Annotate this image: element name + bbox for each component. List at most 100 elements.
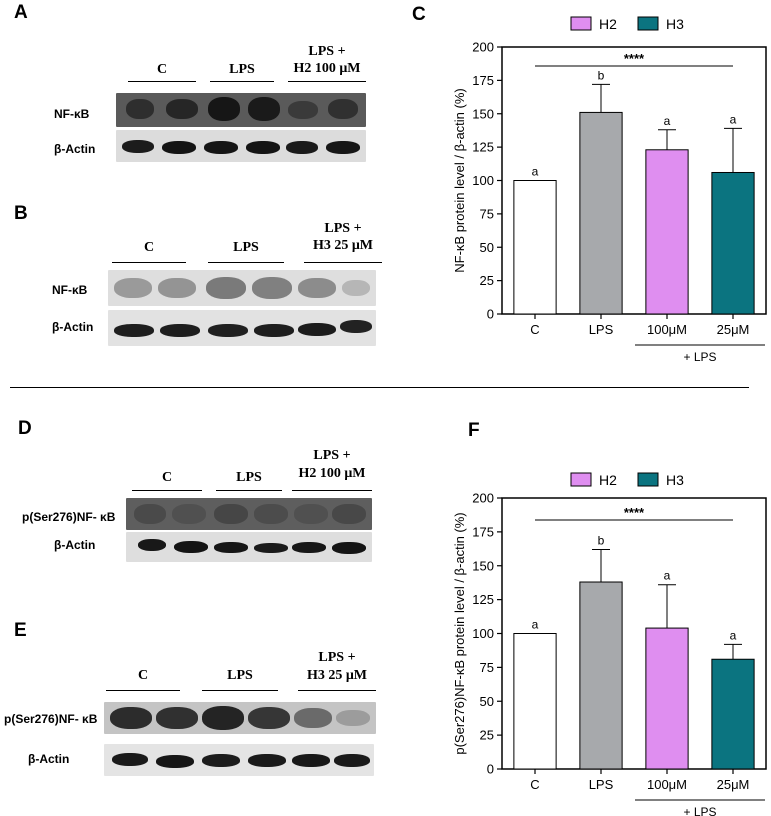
blot-band [138,539,166,551]
lps-bracket-label: + LPS [683,805,716,816]
group-label-treatment-line1: LPS + [318,650,356,665]
blot-band [334,754,370,767]
y-tick-label: 100 [472,626,494,641]
group-underline [304,262,382,263]
significance-letter: a [532,618,539,632]
blot-band [252,277,292,299]
blot-band [298,323,336,336]
group-label-lps: LPS [227,668,253,683]
blot-band [292,542,326,553]
legend-label: H3 [666,472,684,488]
y-tick-label: 175 [472,73,494,88]
blot-band [254,324,294,337]
blot-strip-actin [104,744,374,776]
significance-letter: b [598,68,605,82]
legend-swatch [637,472,659,487]
group-underline [210,81,274,82]
x-tick-label: 25μM [717,777,750,792]
group-underline [128,81,196,82]
blot-strip-actin [116,130,366,162]
significance-letter: a [532,165,539,179]
y-tick-label: 200 [472,40,494,55]
legend-label: H2 [599,16,617,32]
bar [711,658,755,770]
blot-band [248,754,286,767]
row-label-actin: β-Actin [52,320,94,334]
significance-stars: **** [624,51,645,66]
blot-band [332,504,366,524]
panel-letter-c: C [412,4,426,25]
group-label-treatment-line2: H2 100 μM [293,61,361,76]
row-label-actin: β-Actin [28,752,70,766]
blot-band [248,97,280,121]
group-label-control: C [143,240,155,255]
row-label-p-nfkb: p(Ser276)NF- κB [4,712,98,726]
x-tick-label: 100μM [647,322,687,337]
group-underline [298,690,376,691]
bar [579,581,623,770]
blot-band [166,99,198,119]
blot-band [336,710,370,726]
blot-band [110,707,152,729]
blot-band [208,97,240,121]
blot-band [246,141,280,154]
blot-band [328,99,358,119]
blot-strip-nfkb [116,93,366,127]
group-label-lps: LPS [233,240,259,255]
y-tick-label: 25 [480,728,494,743]
legend-label: H3 [666,16,684,32]
x-tick-label: C [530,322,539,337]
blot-strip-nfkb [108,270,376,306]
group-label-treatment-line2: H2 100 μM [298,466,366,481]
bar [513,633,557,770]
blot-band [114,278,152,298]
group-underline [208,262,284,263]
lps-bracket-label: + LPS [683,350,716,364]
blot-band [156,707,198,729]
group-label-control: C [156,62,168,77]
panel-letter-e: E [14,620,27,641]
group-label-treatment-line1: LPS + [313,448,351,463]
row-label-actin: β-Actin [54,538,96,552]
group-underline [112,262,186,263]
group-label-lps: LPS [236,470,262,485]
legend-label: H2 [599,472,617,488]
blot-strip-p-nfkb [104,702,376,734]
x-tick-label: C [530,777,539,792]
y-tick-label: 50 [480,694,494,709]
blot-band [326,141,360,154]
bar [645,149,689,315]
y-tick-label: 200 [472,491,494,506]
panel-letter-b: B [14,203,28,224]
bar [513,180,557,315]
group-underline [106,690,180,691]
group-underline [292,490,372,491]
blot-band [112,753,148,766]
blot-band [340,320,372,333]
group-underline [202,690,278,691]
group-underline [216,490,282,491]
y-tick-label: 75 [480,660,494,675]
significance-letter: a [664,114,671,128]
y-tick-label: 125 [472,140,494,155]
y-tick-label: 0 [487,307,494,322]
y-tick-label: 75 [480,206,494,221]
y-axis-label: p(Ser276)NF-κB protein level / β-actin (… [452,512,467,754]
blot-band [214,542,248,553]
row-label-nfkb: NF-κB [54,107,90,121]
row-label-p-nfkb: p(Ser276)NF- κB [22,510,116,524]
x-tick-label: LPS [589,777,614,792]
significance-letter: a [730,628,737,642]
blot-band [160,324,200,337]
blot-strip-actin [126,532,372,562]
bar [711,171,755,315]
blot-band [254,543,288,553]
y-tick-label: 50 [480,240,494,255]
y-tick-label: 150 [472,558,494,573]
blot-band [156,755,194,768]
blot-band [214,504,248,524]
group-underline [132,490,202,491]
blot-band [294,504,328,524]
blot-band [114,324,154,337]
